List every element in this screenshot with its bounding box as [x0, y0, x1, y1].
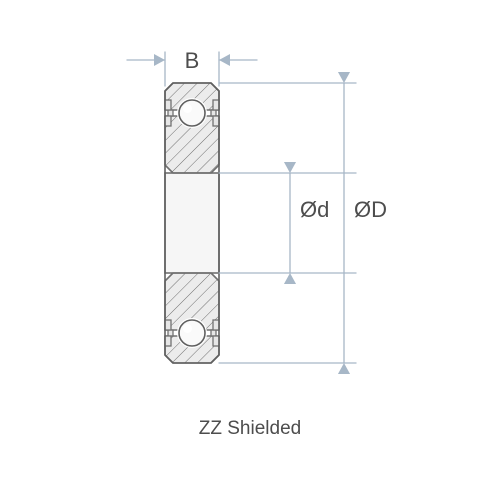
diagram-caption: ZZ Shielded [0, 418, 500, 440]
bearing-cross-section-diagram: B Ød ØD ZZ Shielded [0, 0, 500, 500]
dim-label-d: Ød [300, 197, 329, 222]
dim-label-B: B [185, 48, 200, 73]
dim-label-D: ØD [354, 197, 387, 222]
